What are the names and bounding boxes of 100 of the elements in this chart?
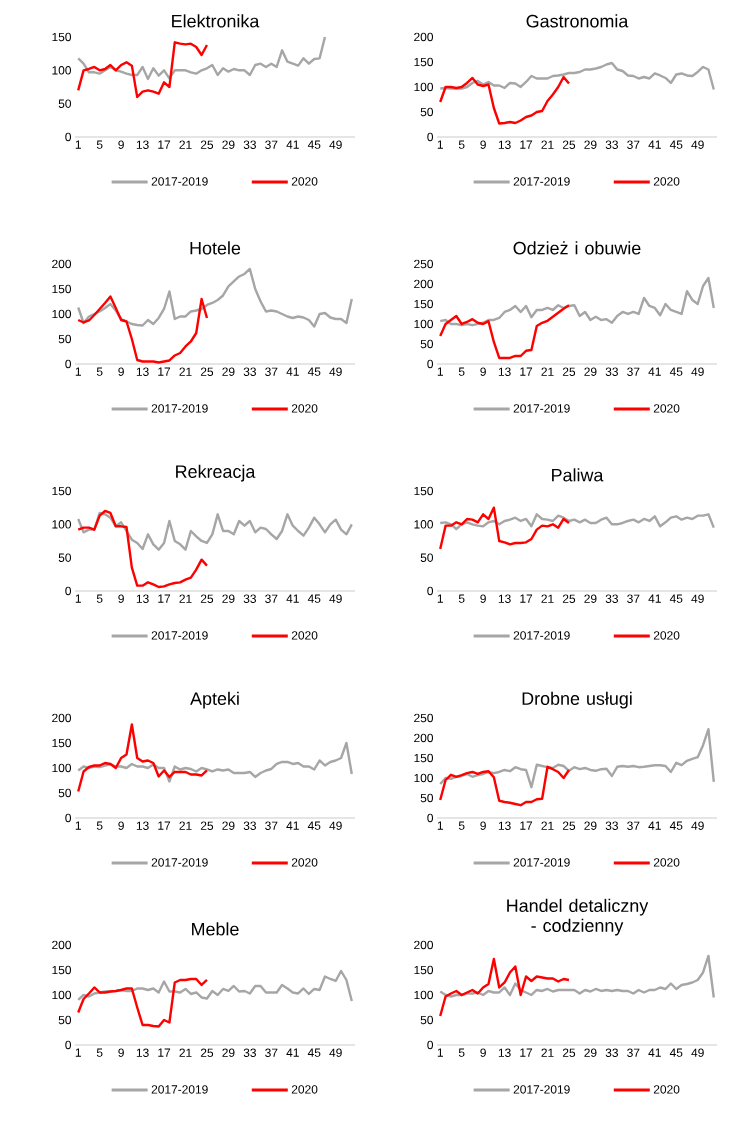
x-tick-label: 45 bbox=[669, 1048, 683, 1057]
x-tick-label: 13 bbox=[136, 367, 149, 376]
y-tick-label: 0 bbox=[65, 586, 72, 596]
legend-label: 2017-2019 bbox=[151, 177, 208, 186]
x-tick-label: 9 bbox=[118, 821, 124, 830]
x-tick-label: 21 bbox=[541, 594, 554, 603]
line-series bbox=[439, 765, 571, 807]
y-tick-label: 150 bbox=[52, 284, 72, 294]
y-tick-label: 50 bbox=[420, 1015, 434, 1025]
x-tick-label: 33 bbox=[243, 594, 256, 603]
legend-label: 2020 bbox=[653, 404, 680, 413]
x-tick-label: 45 bbox=[307, 821, 321, 830]
y-tick-label: 150 bbox=[414, 486, 434, 496]
y-tick-label: 200 bbox=[52, 259, 72, 269]
y-tick-label: 50 bbox=[420, 339, 434, 349]
x-tick-label: 29 bbox=[584, 594, 597, 603]
x-tick-label: 13 bbox=[498, 1048, 511, 1057]
x-tick-label: 13 bbox=[498, 821, 511, 830]
x-tick-label: 49 bbox=[329, 594, 342, 603]
line-series bbox=[439, 506, 571, 551]
x-tick-label: 13 bbox=[136, 821, 149, 830]
x-tick-label: 21 bbox=[179, 1048, 192, 1057]
y-tick-label: 150 bbox=[414, 57, 434, 67]
y-tick-label: 250 bbox=[414, 713, 434, 723]
x-tick-label: 9 bbox=[480, 140, 486, 149]
x-tick-label: 25 bbox=[200, 821, 214, 830]
y-tick-label: 50 bbox=[58, 1015, 72, 1025]
y-tick-label: 200 bbox=[414, 279, 434, 289]
x-tick-label: 21 bbox=[179, 367, 192, 376]
line-series bbox=[77, 41, 209, 99]
x-tick-label: 33 bbox=[605, 140, 618, 149]
x-tick-label: 25 bbox=[200, 367, 214, 376]
x-tick-label: 37 bbox=[627, 367, 640, 376]
x-tick-label: 41 bbox=[648, 594, 661, 603]
legend-label: 2017-2019 bbox=[513, 177, 570, 186]
line-series bbox=[439, 75, 571, 125]
y-tick-label: 0 bbox=[65, 813, 72, 823]
x-tick-label: 37 bbox=[265, 594, 278, 603]
legend-label: 2020 bbox=[653, 858, 680, 867]
x-tick-label: 29 bbox=[222, 1048, 235, 1057]
legend-label: 2017-2019 bbox=[513, 1085, 570, 1094]
x-tick-label: 21 bbox=[541, 821, 554, 830]
x-tick-label: 9 bbox=[118, 367, 124, 376]
x-tick-label: 21 bbox=[179, 594, 192, 603]
legend-label: 2020 bbox=[291, 404, 318, 413]
y-tick-label: 100 bbox=[52, 990, 72, 1000]
x-tick-label: 17 bbox=[158, 1048, 171, 1057]
x-tick-label: 41 bbox=[648, 367, 661, 376]
y-tick-label: 150 bbox=[52, 32, 72, 42]
y-tick-label: 150 bbox=[414, 965, 434, 975]
y-tick-label: 150 bbox=[414, 299, 434, 309]
x-tick-label: 37 bbox=[265, 367, 278, 376]
y-tick-label: 150 bbox=[52, 738, 72, 748]
legend-label: 2020 bbox=[291, 177, 318, 186]
x-tick-label: 37 bbox=[265, 1048, 278, 1057]
legend-label: 2020 bbox=[291, 1085, 318, 1094]
x-tick-label: 45 bbox=[307, 367, 321, 376]
y-tick-label: 150 bbox=[414, 753, 434, 763]
legend-label: 2020 bbox=[653, 1085, 680, 1094]
x-tick-label: 45 bbox=[307, 594, 321, 603]
x-tick-label: 33 bbox=[243, 140, 256, 149]
x-tick-label: 25 bbox=[200, 594, 214, 603]
x-tick-label: 25 bbox=[562, 594, 576, 603]
legend-label: 2017-2019 bbox=[513, 404, 570, 413]
legend-label: 2017-2019 bbox=[151, 404, 208, 413]
y-tick-label: 100 bbox=[52, 763, 72, 773]
x-tick-label: 25 bbox=[562, 821, 576, 830]
x-tick-label: 45 bbox=[307, 140, 321, 149]
x-tick-label: 1 bbox=[75, 821, 81, 830]
x-tick-label: 17 bbox=[158, 367, 171, 376]
y-tick-label: 150 bbox=[52, 486, 72, 496]
x-tick-label: 25 bbox=[200, 140, 214, 149]
x-tick-label: 37 bbox=[627, 1048, 640, 1057]
x-tick-label: 1 bbox=[437, 594, 443, 603]
x-tick-label: 33 bbox=[243, 367, 256, 376]
x-tick-label: 45 bbox=[669, 140, 683, 149]
x-tick-label: 33 bbox=[605, 367, 618, 376]
legend-label: 2020 bbox=[653, 631, 680, 640]
line-series bbox=[439, 957, 571, 1018]
x-tick-label: 1 bbox=[437, 821, 443, 830]
y-tick-label: 50 bbox=[420, 107, 434, 117]
x-tick-label: 49 bbox=[329, 821, 342, 830]
x-tick-label: 49 bbox=[691, 1048, 704, 1057]
x-tick-label: 9 bbox=[118, 594, 124, 603]
chart-title: Odzież i obuwie bbox=[513, 241, 641, 255]
x-tick-label: 1 bbox=[75, 367, 81, 376]
y-tick-label: 0 bbox=[427, 132, 434, 142]
x-tick-label: 29 bbox=[222, 821, 235, 830]
x-tick-label: 5 bbox=[96, 821, 103, 830]
x-tick-label: 37 bbox=[265, 821, 278, 830]
x-tick-label: 29 bbox=[584, 1048, 597, 1057]
x-tick-label: 9 bbox=[480, 367, 486, 376]
legend-label: 2017-2019 bbox=[151, 1085, 208, 1094]
y-tick-label: 0 bbox=[427, 813, 434, 823]
x-tick-label: 5 bbox=[96, 594, 103, 603]
x-tick-label: 41 bbox=[286, 367, 299, 376]
x-tick-label: 1 bbox=[437, 367, 443, 376]
x-tick-label: 41 bbox=[286, 594, 299, 603]
x-tick-label: 37 bbox=[627, 140, 640, 149]
y-tick-label: 100 bbox=[414, 82, 434, 92]
